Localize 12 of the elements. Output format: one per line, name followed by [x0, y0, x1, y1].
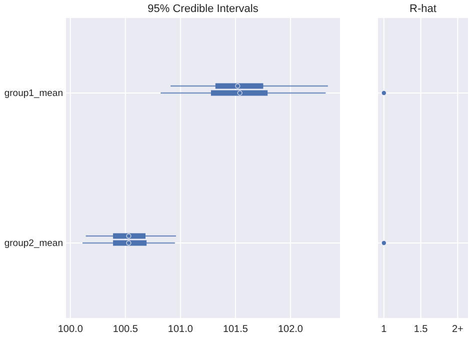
- y-tick-label: group2_mean: [4, 238, 63, 249]
- x-tick-label: 102.0: [278, 324, 304, 335]
- chart-title: 95% Credible Intervals: [148, 3, 259, 15]
- x-tick-label: 100.5: [112, 324, 138, 335]
- chart-title: R-hat: [410, 3, 436, 15]
- x-tick-label: 1.5: [414, 324, 428, 335]
- x-tick-label: 2+: [452, 324, 464, 335]
- y-tick-label: group1_mean: [4, 88, 63, 99]
- x-tick-label: 100.0: [58, 324, 84, 335]
- x-tick-label: 101.5: [222, 324, 248, 335]
- x-tick-label: 101.0: [168, 324, 194, 335]
- x-tick-label: 1: [381, 324, 388, 335]
